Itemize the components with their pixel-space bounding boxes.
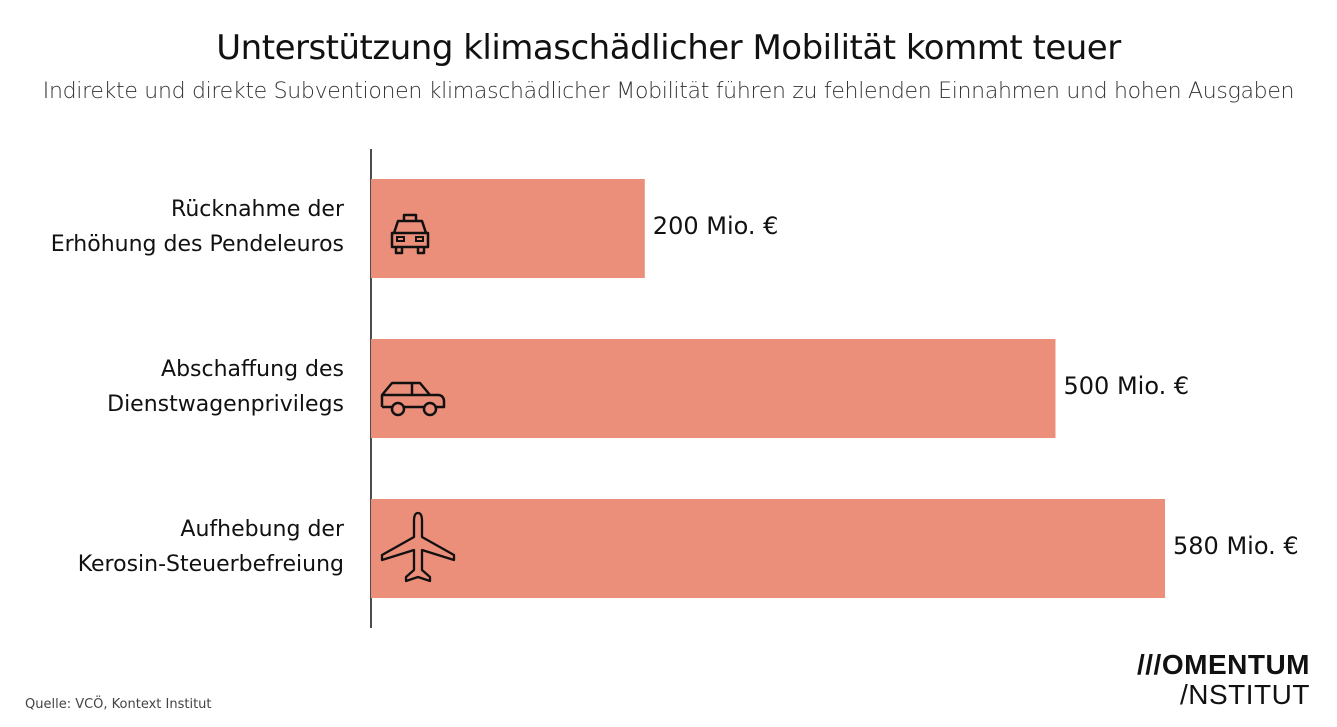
category-label-line: Abschaffung des [161,357,344,382]
taxi-icon [390,213,430,255]
data-label: 500 Mio. € [1063,372,1190,400]
bar [371,339,1056,438]
car-icon [380,381,446,417]
bar [371,499,1166,598]
airplane-icon [380,511,456,583]
category-label: Rücknahme der Erhöhung des Pendeleuros [4,192,344,262]
data-label: 580 Mio. € [1173,532,1299,560]
category-label-line: Kerosin-Steuerbefreiung [77,552,344,577]
data-label: 200 Mio. € [652,212,779,240]
source-note: Quelle: VCÖ, Kontext Institut [25,697,212,712]
category-label-line: Aufhebung der [180,517,344,542]
bar [371,179,645,278]
chart-subtitle: Indirekte und direkte Subventionen klima… [42,79,1295,104]
category-label-line: Erhöhung des Pendeleuros [50,232,344,257]
logo-line-1: ///OMENTUM [1137,649,1310,680]
momentum-institut-logo: ///OMENTUM /NSTITUT [1137,650,1310,710]
category-label-line: Rücknahme der [171,197,344,222]
category-label: Aufhebung der Kerosin-Steuerbefreiung [4,512,344,582]
category-label: Abschaffung des Dienstwagenprivilegs [4,352,344,422]
category-label-line: Dienstwagenprivilegs [107,392,344,417]
logo-line-2: /NSTITUT [1180,679,1310,710]
chart-title: Unterstützung klimaschädlicher Mobilität… [216,28,1121,68]
